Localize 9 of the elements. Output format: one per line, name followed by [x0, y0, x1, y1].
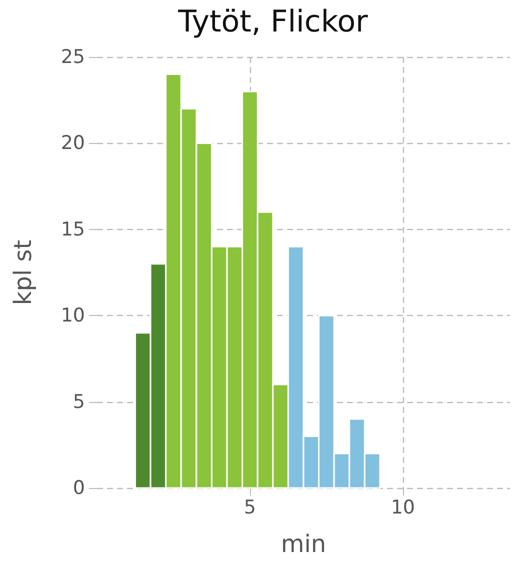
y-tick-label: 25: [60, 46, 85, 68]
y-axis-title: kpl st: [9, 240, 37, 306]
y-tick-label: 5: [72, 390, 85, 413]
y-tick-label: 15: [60, 218, 85, 240]
chart-title: Tytöt, Flickor: [177, 4, 369, 40]
y-tick-label: 20: [60, 132, 85, 154]
x-axis-title: min: [280, 530, 326, 558]
y-tick-label: 10: [60, 304, 85, 327]
y-tick-label: 0: [72, 477, 85, 499]
